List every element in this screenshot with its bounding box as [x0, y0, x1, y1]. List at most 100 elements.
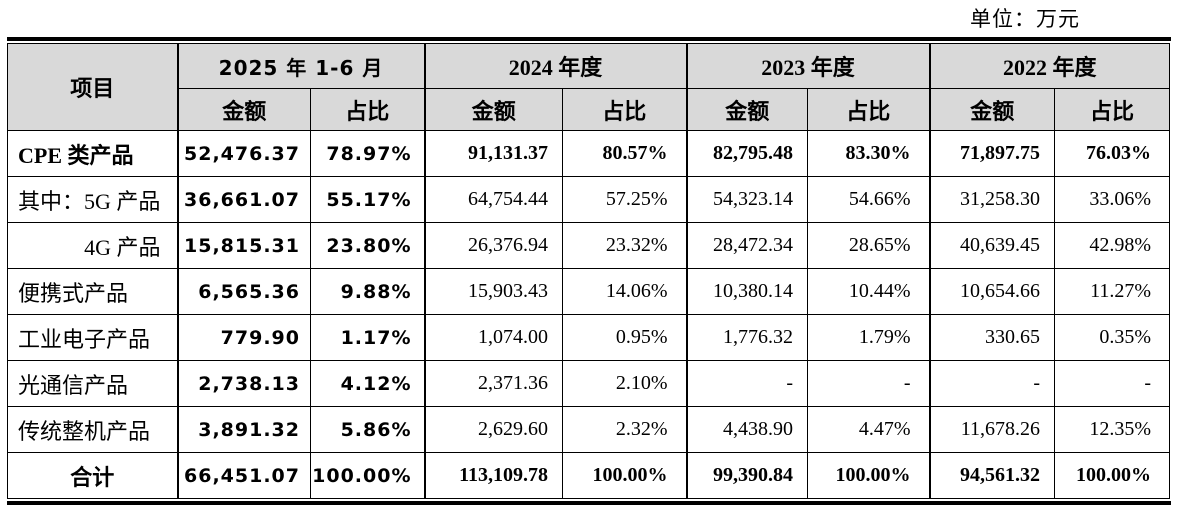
amount-2022-cell: 31,258.30	[928, 176, 1056, 223]
ratio-2022-cell: 33.06%	[1054, 176, 1171, 223]
ratio-2025-cell: 9.88%	[310, 268, 425, 315]
amount-2024-cell: 91,131.37	[423, 130, 563, 177]
ratio-2024-cell: 2.10%	[561, 360, 688, 407]
row-label: CPE 类产品	[7, 130, 178, 177]
amount-2022-cell: 71,897.75	[928, 130, 1056, 177]
amount-2023-cell: 4,438.90	[685, 406, 809, 453]
table-top-rule	[7, 37, 1171, 41]
amount-2023-cell: -	[685, 360, 809, 407]
ratio-2022-cell: 11.27%	[1054, 268, 1171, 315]
row-label: 工业电子产品	[7, 314, 178, 361]
period-header-2023: 2023 年度	[685, 43, 931, 89]
unit-label: 单位：万元	[970, 7, 1080, 31]
ratio-2022-cell: 12.35%	[1054, 406, 1171, 453]
amount-2023-cell: 99,390.84	[685, 452, 809, 499]
amount-2024-cell: 26,376.94	[423, 222, 563, 269]
amount-2022-cell: 330.65	[928, 314, 1056, 361]
table-row-cpe-products: CPE 类产品 52,476.37 78.97% 91,131.37 80.57…	[7, 130, 1171, 177]
amount-2025-cell: 779.90	[176, 314, 311, 361]
ratio-2023-cell: 4.47%	[807, 406, 931, 453]
ratio-header-2024: 占比	[561, 88, 688, 131]
table-row-total: 合计 66,451.07 100.00% 113,109.78 100.00% …	[7, 452, 1171, 499]
amount-2024-cell: 1,074.00	[423, 314, 563, 361]
amount-2023-cell: 54,323.14	[685, 176, 809, 223]
period-header-2022: 2022 年度	[928, 43, 1171, 89]
table-row-traditional-complete-products: 传统整机产品 3,891.32 5.86% 2,629.60 2.32% 4,4…	[7, 406, 1171, 453]
item-column-header: 项目	[7, 43, 178, 131]
amount-header-2024: 金额	[423, 88, 563, 131]
ratio-2023-cell: 54.66%	[807, 176, 931, 223]
amount-2023-cell: 10,380.14	[685, 268, 809, 315]
amount-2024-cell: 2,371.36	[423, 360, 563, 407]
ratio-2023-cell: 100.00%	[807, 452, 931, 499]
ratio-2022-cell: 42.98%	[1054, 222, 1171, 269]
revenue-by-product-table: 项目 2025 年 1-6 月 2024 年度 2023 年度 2022 年度 …	[7, 43, 1171, 499]
ratio-2025-cell: 23.80%	[310, 222, 425, 269]
row-label: 4G 产品	[7, 222, 178, 269]
period-header-2024: 2024 年度	[423, 43, 688, 89]
ratio-2024-cell: 0.95%	[561, 314, 688, 361]
amount-2022-cell: -	[928, 360, 1056, 407]
ratio-2025-cell: 5.86%	[310, 406, 425, 453]
amount-header-2025: 金额	[176, 88, 311, 131]
amount-2022-cell: 40,639.45	[928, 222, 1056, 269]
amount-2025-cell: 3,891.32	[176, 406, 311, 453]
amount-2024-cell: 113,109.78	[423, 452, 563, 499]
ratio-2024-cell: 80.57%	[561, 130, 688, 177]
header-measure-row: 金额 占比 金额 占比 金额 占比 金额 占比	[8, 88, 1171, 131]
amount-2024-cell: 64,754.44	[423, 176, 563, 223]
ratio-2022-cell: -	[1054, 360, 1171, 407]
amount-2023-cell: 82,795.48	[685, 130, 809, 177]
table-row-optical-comm-products: 光通信产品 2,738.13 4.12% 2,371.36 2.10% - - …	[7, 360, 1171, 407]
ratio-2022-cell: 76.03%	[1054, 130, 1171, 177]
amount-2023-cell: 1,776.32	[685, 314, 809, 361]
amount-2025-cell: 52,476.37	[176, 130, 311, 177]
ratio-2024-cell: 57.25%	[561, 176, 688, 223]
amount-header-2023: 金额	[685, 88, 809, 131]
ratio-2023-cell: -	[807, 360, 931, 407]
amount-2022-cell: 94,561.32	[928, 452, 1056, 499]
ratio-2025-cell: 100.00%	[310, 452, 425, 499]
amount-2023-cell: 28,472.34	[685, 222, 809, 269]
amount-2025-cell: 15,815.31	[176, 222, 311, 269]
ratio-2023-cell: 83.30%	[807, 130, 931, 177]
row-label: 传统整机产品	[7, 406, 178, 453]
ratio-2023-cell: 10.44%	[807, 268, 931, 315]
table-row-4g-products: 4G 产品 15,815.31 23.80% 26,376.94 23.32% …	[7, 222, 1171, 269]
ratio-header-2025: 占比	[310, 88, 425, 131]
amount-2022-cell: 10,654.66	[928, 268, 1056, 315]
ratio-2023-cell: 1.79%	[807, 314, 931, 361]
amount-2025-cell: 2,738.13	[176, 360, 311, 407]
ratio-2023-cell: 28.65%	[807, 222, 931, 269]
row-label: 光通信产品	[7, 360, 178, 407]
amount-2025-cell: 6,565.36	[176, 268, 311, 315]
header-period-row: 项目 2025 年 1-6 月 2024 年度 2023 年度 2022 年度	[7, 43, 1171, 131]
table-row-5g-products: 其中：5G 产品 36,661.07 55.17% 64,754.44 57.2…	[7, 176, 1171, 223]
row-label: 便携式产品	[7, 268, 178, 315]
amount-2022-cell: 11,678.26	[928, 406, 1056, 453]
amount-2025-cell: 66,451.07	[176, 452, 311, 499]
ratio-2022-cell: 0.35%	[1054, 314, 1171, 361]
ratio-2024-cell: 100.00%	[561, 452, 688, 499]
ratio-2025-cell: 4.12%	[310, 360, 425, 407]
amount-header-2022: 金额	[928, 88, 1056, 131]
ratio-2024-cell: 2.32%	[561, 406, 688, 453]
ratio-2025-cell: 1.17%	[310, 314, 425, 361]
ratio-2025-cell: 78.97%	[310, 130, 425, 177]
total-row-label: 合计	[7, 452, 178, 499]
amount-2024-cell: 2,629.60	[423, 406, 563, 453]
ratio-header-2023: 占比	[807, 88, 931, 131]
ratio-2025-cell: 55.17%	[310, 176, 425, 223]
table-row-industrial-electronics: 工业电子产品 779.90 1.17% 1,074.00 0.95% 1,776…	[7, 314, 1171, 361]
amount-2025-cell: 36,661.07	[176, 176, 311, 223]
ratio-header-2022: 占比	[1054, 88, 1171, 131]
amount-2024-cell: 15,903.43	[423, 268, 563, 315]
ratio-2024-cell: 23.32%	[561, 222, 688, 269]
ratio-2022-cell: 100.00%	[1054, 452, 1171, 499]
table-row-portable-products: 便携式产品 6,565.36 9.88% 15,903.43 14.06% 10…	[7, 268, 1171, 315]
period-header-2025: 2025 年 1-6 月	[176, 43, 425, 89]
ratio-2024-cell: 14.06%	[561, 268, 688, 315]
table-bottom-rule	[7, 501, 1171, 505]
revenue-table-container: 项目 2025 年 1-6 月 2024 年度 2023 年度 2022 年度 …	[7, 37, 1171, 505]
row-label: 其中：5G 产品	[7, 176, 178, 223]
